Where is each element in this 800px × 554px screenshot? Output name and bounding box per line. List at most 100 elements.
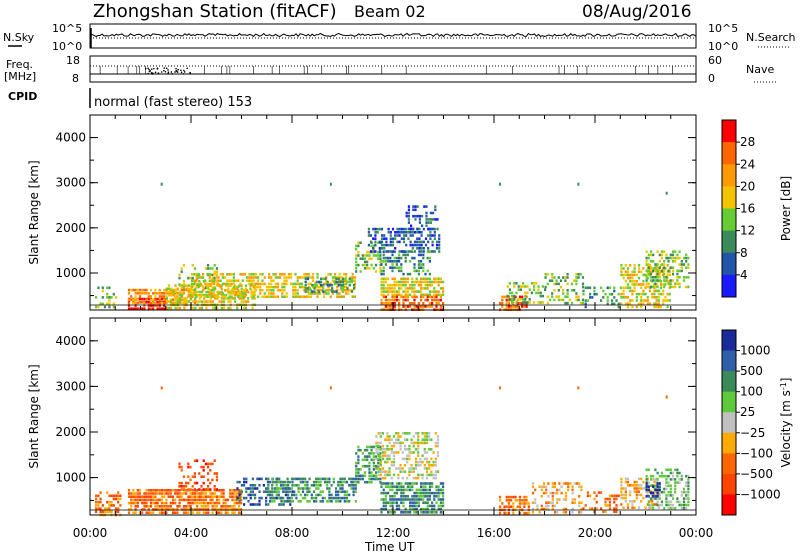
scatter-cell [515, 291, 518, 295]
freq-dot [183, 69, 185, 72]
scatter-cell [382, 280, 385, 284]
scatter-cell [566, 273, 569, 276]
scatter-cell [208, 295, 211, 298]
scatter-cell [252, 273, 255, 276]
scatter-cell [359, 270, 362, 273]
scatter-cell [182, 511, 186, 514]
scatter-cell [660, 490, 664, 494]
scatter-cell [406, 495, 409, 498]
scatter-cell [522, 282, 525, 285]
scatter-cell [361, 452, 364, 455]
scatter-cell [527, 511, 530, 515]
scatter-cell [386, 473, 389, 477]
scatter-cell [268, 493, 272, 497]
scatter-cell [629, 302, 632, 305]
colorbar-segment [722, 186, 736, 209]
scatter-cell [266, 480, 269, 484]
scatter-cell [117, 494, 120, 498]
scatter-cell [194, 306, 197, 310]
scatter-cell [411, 488, 414, 492]
scatter-cell [533, 288, 536, 291]
scatter-cell [433, 495, 436, 498]
scatter-cell [631, 292, 634, 296]
scatter-cell [167, 290, 171, 294]
scatter-cell [265, 477, 268, 481]
scatter-cell [413, 482, 416, 485]
freq-dot [183, 71, 186, 73]
scatter-cell [106, 507, 109, 510]
scatter-cell [648, 289, 652, 293]
scatter-cell [138, 297, 142, 301]
scatter-cell [626, 302, 630, 305]
scatter-cell [395, 298, 398, 302]
scatter-cell [387, 298, 390, 302]
scatter-cell [442, 501, 445, 504]
scatter-cell [127, 298, 131, 301]
scatter-cell [651, 493, 654, 497]
scatter-cell [308, 490, 311, 493]
scatter-cell [213, 459, 216, 462]
scatter-cell [211, 508, 214, 511]
scatter-cell [400, 482, 403, 485]
scatter-cell [667, 494, 670, 497]
scatter-cell [428, 438, 431, 441]
scatter-cell [370, 452, 373, 455]
scatter-cell [416, 240, 419, 244]
scatter-cell [220, 511, 223, 514]
scatter-cell [564, 507, 568, 511]
scatter-cell [389, 243, 392, 247]
scatter-cell [407, 221, 410, 224]
scatter-cell [229, 489, 232, 492]
scatter-cell [227, 287, 230, 291]
scatter-cell [215, 270, 218, 273]
scatter-cell [127, 301, 131, 305]
scatter-cell [361, 464, 364, 468]
scatter-cell [322, 277, 325, 281]
scatter-cell [95, 507, 98, 510]
scatter-cell [571, 488, 574, 492]
scatter-cell [407, 211, 410, 215]
scatter-cell [649, 250, 653, 253]
scatter-cell [508, 288, 511, 291]
scatter-cell [399, 435, 402, 438]
scatter-cell [127, 489, 131, 492]
cpid-label: CPID [8, 90, 37, 103]
scatter-cell [524, 291, 527, 295]
scatter-cell [323, 496, 327, 500]
scatter-cell [343, 477, 346, 481]
scatter-cell [158, 292, 161, 295]
scatter-cell [407, 250, 410, 253]
scatter-cell [657, 289, 660, 293]
scatter-cell [427, 227, 430, 231]
scatter-cell [633, 280, 636, 283]
scatter-cell [388, 441, 391, 445]
scatter-cell [345, 500, 349, 503]
scatter-cell [416, 214, 419, 218]
scatter-cell [176, 508, 179, 511]
scatter-cell [270, 295, 273, 298]
scatter-cell [434, 208, 437, 212]
scatter-cell [191, 511, 194, 514]
scatter-cell [127, 307, 131, 310]
scatter-cell [406, 295, 409, 299]
scatter-cell [517, 285, 520, 288]
scatter-cell [434, 205, 437, 208]
scatter-cell [654, 279, 657, 282]
scatter-cell [426, 482, 429, 485]
scatter-cell [343, 500, 346, 503]
scatter-cell [540, 504, 543, 508]
scatter-cell [357, 458, 360, 462]
scatter-cell [191, 475, 194, 478]
scatter-cell [635, 490, 638, 493]
scatter-cell [682, 503, 686, 507]
scatter-cell [417, 476, 420, 480]
scatter-cell [352, 490, 355, 493]
scatter-cell [382, 482, 385, 485]
scatter-cell [425, 211, 428, 215]
scatter-cell [426, 507, 429, 511]
scatter-cell [311, 283, 314, 287]
scatter-cell [626, 305, 630, 309]
scatter-cell [423, 457, 426, 461]
scatter-cell [531, 511, 535, 514]
scatter-cell [263, 292, 266, 295]
